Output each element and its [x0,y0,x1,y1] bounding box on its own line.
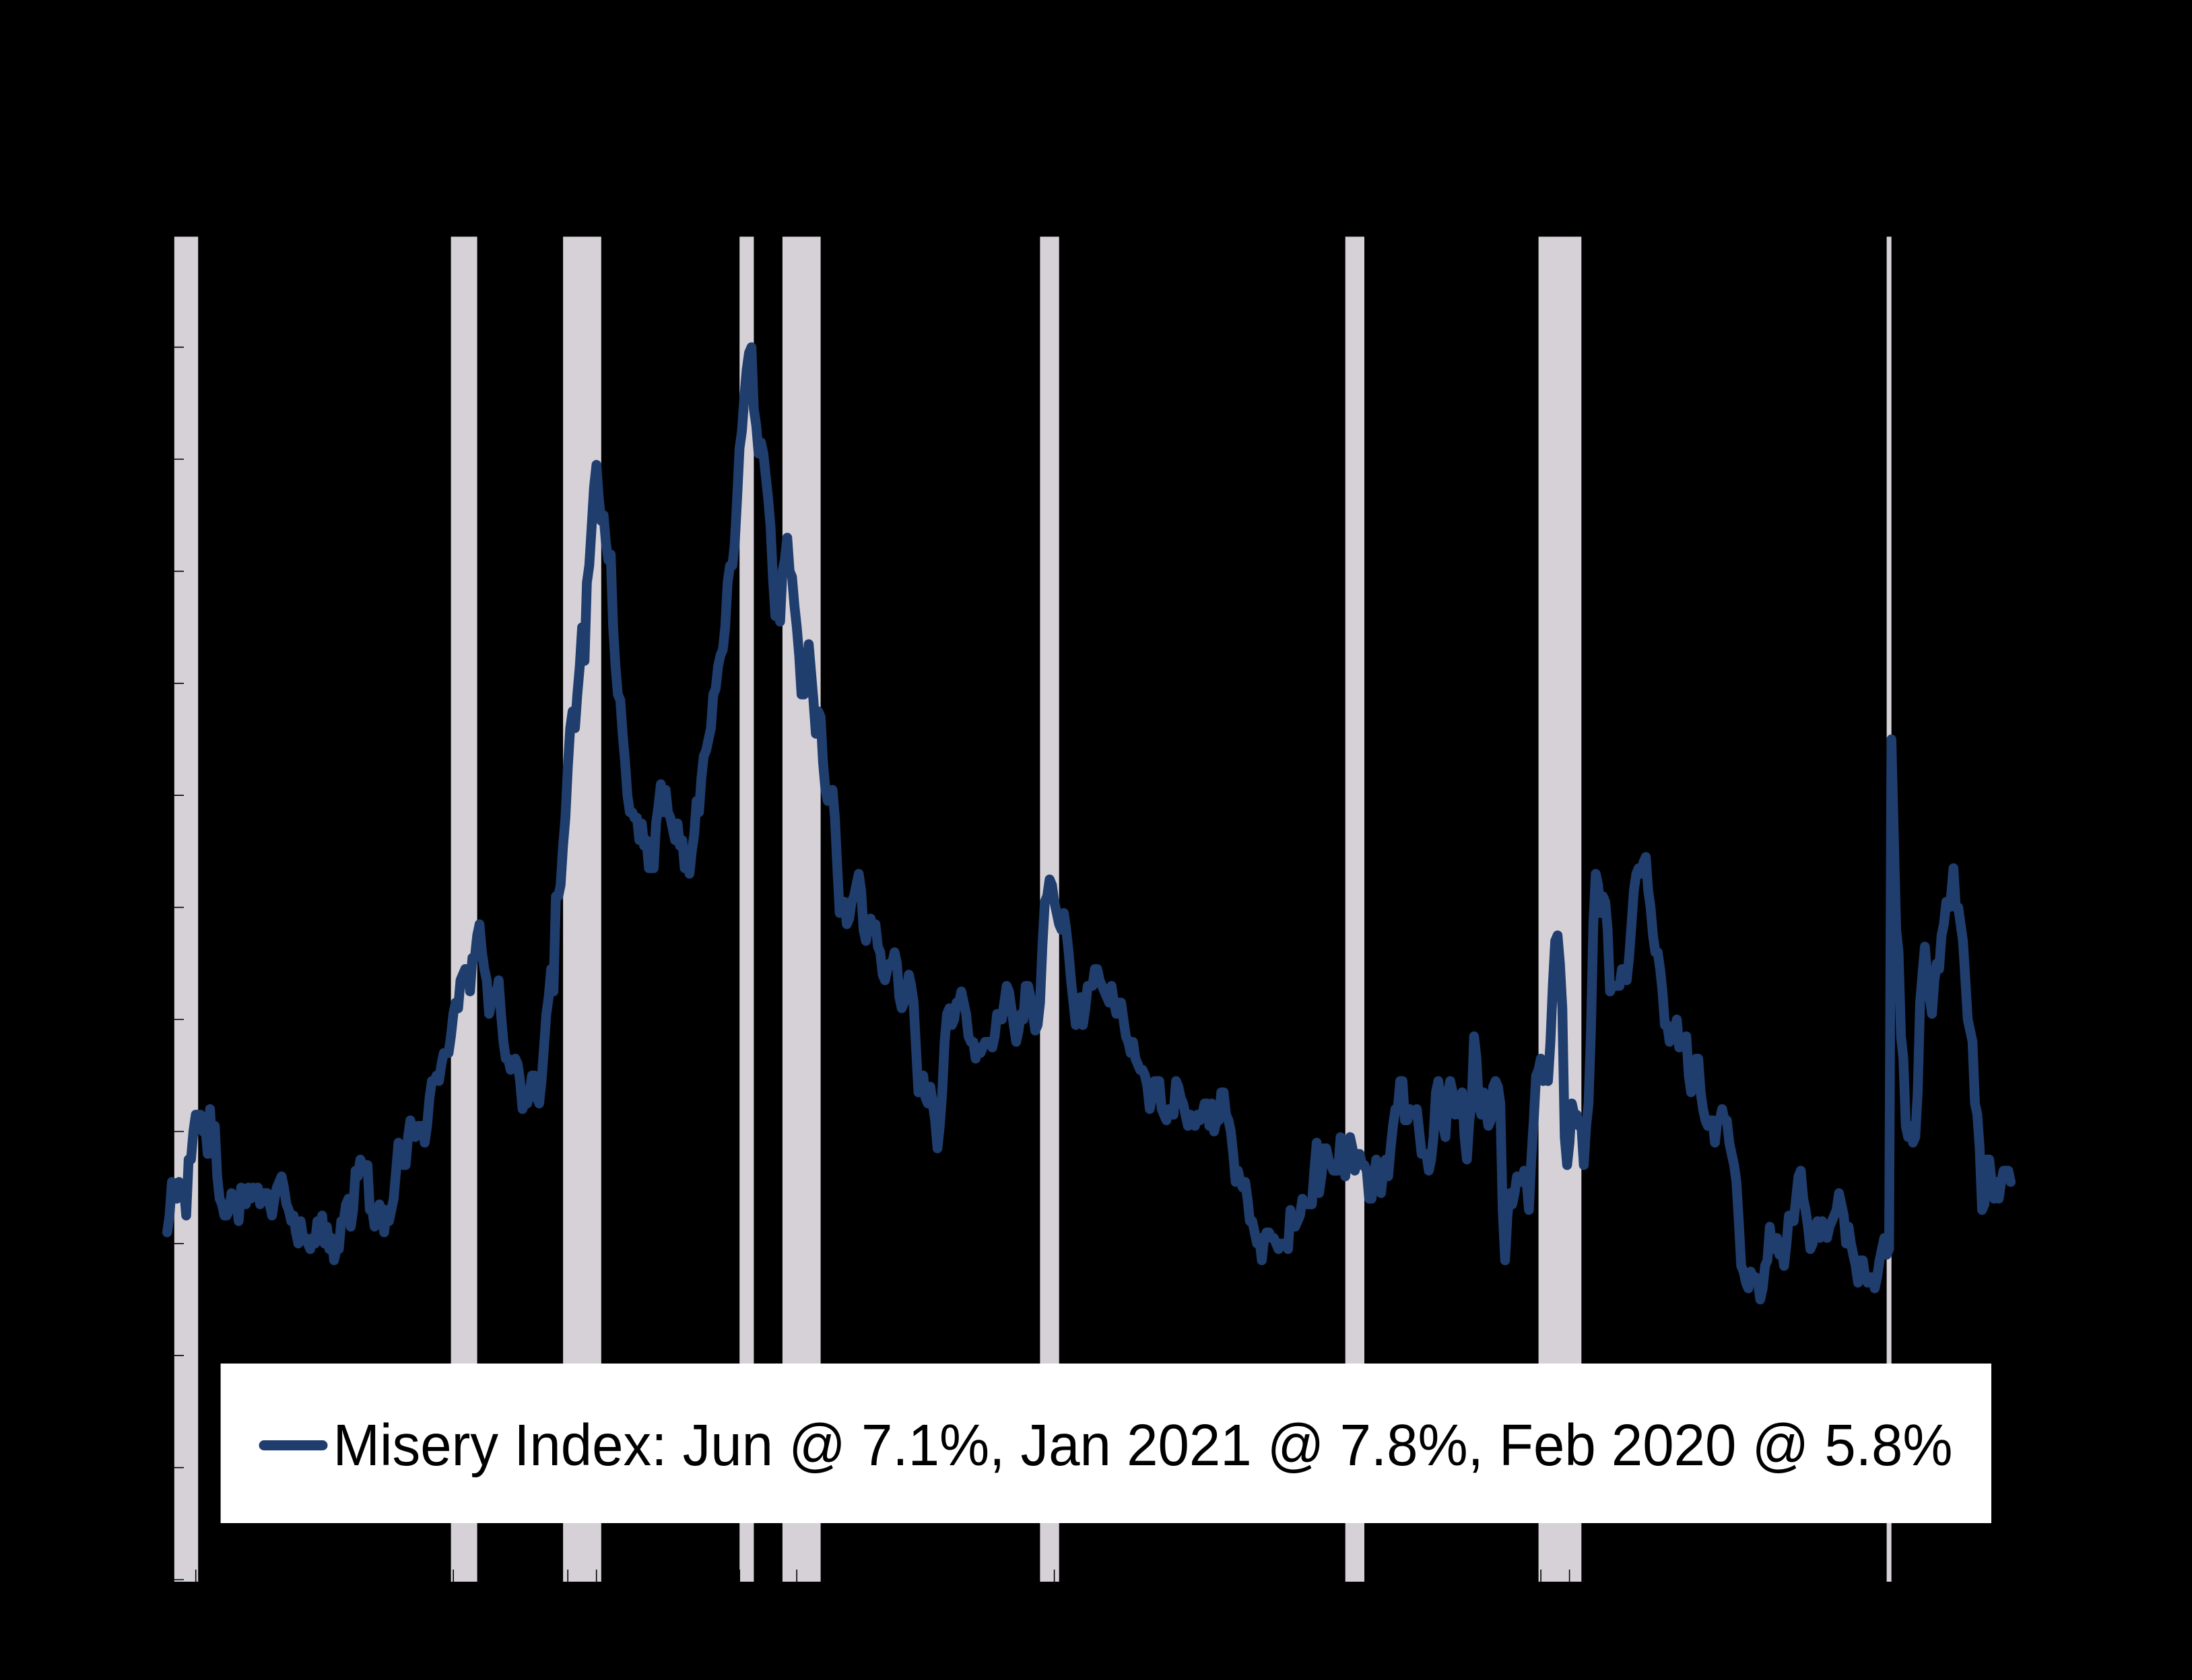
svg-text:Misery Index: Jun @ 7.1%, Jan: Misery Index: Jun @ 7.1%, Jan 2021 @ 7.8… [333,1413,1953,1478]
